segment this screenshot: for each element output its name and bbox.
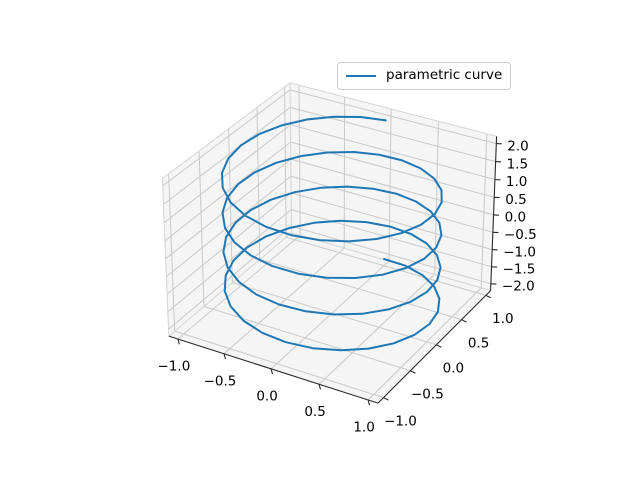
z-grid-line bbox=[291, 225, 492, 285]
z-grid-line bbox=[290, 175, 494, 233]
z-grid-line bbox=[289, 89, 497, 145]
x-grid-line bbox=[177, 234, 301, 340]
x-tick-label: 0.0 bbox=[256, 389, 277, 405]
y-tick-mark bbox=[436, 344, 442, 348]
z-tick-label: 0.0 bbox=[505, 210, 526, 226]
z-grid-line bbox=[290, 124, 496, 180]
x-tick-label: 0.5 bbox=[304, 404, 325, 420]
x-grid-line bbox=[223, 247, 345, 355]
z-grid-line bbox=[168, 225, 292, 330]
z-grid-line bbox=[164, 141, 291, 242]
x-tick-label: −0.5 bbox=[204, 374, 237, 390]
z-tick-label: 0.5 bbox=[505, 192, 526, 208]
x-tick-label: −1.0 bbox=[158, 359, 191, 375]
right-pane bbox=[290, 82, 497, 291]
pane-edge bbox=[168, 232, 292, 337]
x-grid-line bbox=[318, 274, 436, 385]
z-tick-label: 1.5 bbox=[507, 156, 528, 172]
legend-label: parametric curve bbox=[386, 67, 503, 84]
z-tick-label: 1.0 bbox=[506, 174, 527, 190]
legend-line-sample bbox=[346, 75, 376, 77]
legend: parametric curve bbox=[337, 62, 512, 90]
z-grid-line bbox=[166, 175, 292, 277]
z-grid-line bbox=[162, 89, 291, 187]
y-tick-label: 0.5 bbox=[468, 335, 489, 351]
y-tick-mark bbox=[410, 370, 416, 374]
z-tick-label: −1.0 bbox=[503, 244, 536, 260]
z-tick-label: 2.0 bbox=[507, 138, 528, 154]
z-grid-line bbox=[290, 192, 493, 251]
y-grid-line bbox=[174, 330, 384, 399]
pane-edge bbox=[162, 82, 291, 179]
x-axis-line bbox=[168, 335, 379, 404]
x-tick-mark bbox=[367, 399, 371, 406]
z-grid-line bbox=[167, 209, 292, 313]
z-tick-label: −1.5 bbox=[503, 262, 536, 278]
y-tick-mark bbox=[461, 319, 467, 323]
z-tick-label: −2.0 bbox=[502, 279, 535, 295]
y-tick-label: −0.5 bbox=[411, 386, 444, 402]
parametric-curve-line bbox=[221, 115, 443, 352]
x-tick-mark bbox=[270, 368, 274, 375]
y-grid-line bbox=[203, 305, 411, 372]
x-tick-mark bbox=[318, 384, 322, 390]
y-axis-line bbox=[377, 290, 491, 404]
x-tick-mark bbox=[177, 338, 180, 345]
pane-edge bbox=[161, 178, 170, 337]
z-grid-line bbox=[166, 192, 292, 295]
x-tick-mark bbox=[223, 353, 227, 360]
y-tick-label: 1.0 bbox=[492, 311, 513, 327]
y-grid-line bbox=[286, 236, 487, 296]
floor-pane bbox=[168, 232, 491, 404]
y-grid-line bbox=[259, 259, 462, 321]
pane-edge bbox=[289, 82, 497, 137]
pane-edge bbox=[289, 82, 292, 233]
z-grid-line bbox=[290, 158, 494, 216]
z-grid-line bbox=[163, 124, 291, 224]
y-tick-label: 0.0 bbox=[443, 361, 464, 377]
z-grid-line bbox=[163, 107, 291, 205]
x-grid-line bbox=[367, 287, 482, 401]
y-tick-mark bbox=[485, 294, 492, 299]
z-grid-line bbox=[165, 158, 292, 260]
z-grid-line bbox=[290, 106, 496, 163]
y-tick-mark bbox=[383, 397, 389, 401]
z-grid-line bbox=[290, 141, 495, 198]
z-tick-label: −0.5 bbox=[504, 227, 537, 243]
y-tick-label: −1.0 bbox=[384, 413, 417, 429]
x-tick-label: 1.0 bbox=[353, 420, 374, 436]
z-grid-line bbox=[291, 209, 492, 268]
